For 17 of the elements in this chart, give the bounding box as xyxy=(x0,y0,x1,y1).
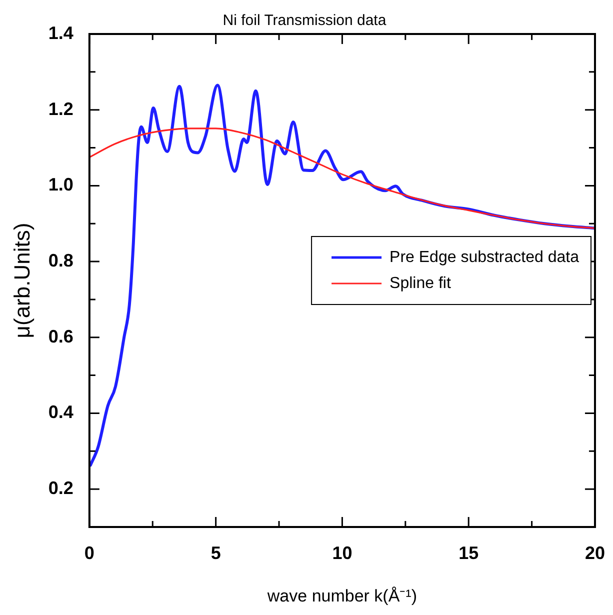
legend-label: Pre Edge substracted data xyxy=(390,248,580,266)
y-tick-label: 1.2 xyxy=(48,98,74,119)
x-axis-title: wave number k(Å⁻¹) xyxy=(266,586,418,606)
y-tick-label: 0.4 xyxy=(48,402,74,422)
x-tick-label: 20 xyxy=(584,542,606,563)
y-tick-label: 0.8 xyxy=(48,250,74,271)
x-tick-label: 5 xyxy=(210,542,221,563)
y-tick-label: 0.2 xyxy=(48,478,74,498)
y-tick-label: 1.0 xyxy=(48,174,74,195)
x-tick-label: 0 xyxy=(84,542,94,563)
y-tick-label: 0.6 xyxy=(48,326,74,346)
legend-label: Spline fit xyxy=(390,274,452,292)
x-tick-label: 10 xyxy=(332,542,352,563)
x-tick-label: 15 xyxy=(458,542,479,563)
y-tick-label: 1.4 xyxy=(48,22,74,43)
chart-title: Ni foil Transmission data xyxy=(222,12,387,30)
y-axis-title: μ(arb.Units) xyxy=(9,222,34,338)
